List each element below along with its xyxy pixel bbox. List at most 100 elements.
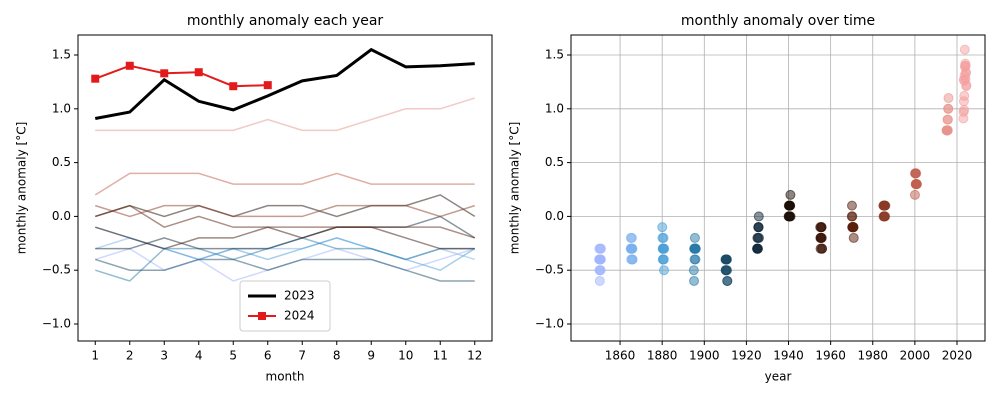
year-line [95, 204, 475, 218]
x-tick-label: 2000 [900, 349, 931, 363]
point [596, 243, 607, 254]
x-tick-label: 1940 [773, 349, 804, 363]
x-tick-label: 1 [91, 349, 99, 363]
point [594, 275, 605, 286]
highlight-line [94, 64, 268, 88]
point [816, 222, 827, 233]
y-tick-label: 0.5 [52, 155, 71, 169]
point [689, 232, 700, 243]
marker [160, 69, 169, 78]
point [816, 232, 827, 243]
y-tick-label: 0.5 [545, 155, 564, 169]
year-line [95, 215, 476, 250]
point [817, 243, 828, 254]
point [753, 211, 764, 222]
point [880, 200, 891, 211]
point [722, 275, 733, 286]
point [690, 254, 701, 265]
point [753, 222, 764, 233]
legend-label: 2024 [284, 309, 315, 323]
point [846, 200, 857, 211]
axes: 1860 1880 1900 1920 1940 1960 1980 2000 2020 −1.0… [508, 13, 986, 384]
point [961, 80, 972, 91]
point [959, 104, 970, 115]
y-tick-label: −1.0 [535, 317, 564, 331]
point [627, 243, 638, 254]
x-tick-label: 2 [126, 349, 134, 363]
point [690, 243, 701, 254]
y-tick-label: −0.5 [42, 263, 71, 277]
y-tick-label: 0.0 [52, 209, 71, 223]
marker [229, 82, 238, 91]
axes-frame [77, 34, 493, 342]
y-axis-label: monthly anomaly [°C] [15, 122, 29, 255]
point [943, 93, 954, 104]
x-axis-label: year [765, 370, 792, 384]
point [657, 222, 668, 233]
x-tick-label: 1900 [689, 349, 720, 363]
point [911, 179, 922, 190]
x-tick-label: 4 [195, 349, 203, 363]
point [959, 90, 970, 101]
highlight-line [94, 47, 475, 120]
year-line [95, 258, 475, 282]
y-tick-label: 1.0 [52, 101, 71, 115]
point [658, 232, 669, 243]
legend-marker [258, 312, 266, 320]
y-tick-label: 1.5 [545, 48, 564, 62]
point [722, 265, 733, 276]
point [595, 265, 606, 276]
legend: 2023 2024 [239, 280, 331, 332]
x-tick-label: 11 [433, 349, 448, 363]
point [847, 211, 858, 222]
x-tick-label: 7 [298, 349, 306, 363]
point [943, 103, 954, 114]
x-tick-label: 8 [333, 349, 341, 363]
point [658, 254, 669, 265]
point [785, 189, 796, 200]
point [961, 67, 972, 78]
x-tick-label: 6 [264, 349, 272, 363]
point [785, 200, 796, 211]
year-line [95, 226, 475, 250]
point [688, 265, 699, 276]
point [659, 265, 670, 276]
y-tick-label: 1.0 [545, 101, 564, 115]
marker [263, 81, 272, 90]
point [689, 275, 700, 286]
y-tick-label: 0.0 [545, 209, 564, 223]
x-tick-label: 1860 [605, 349, 636, 363]
chart-title: monthly anomaly over time [681, 13, 875, 29]
year-line [95, 97, 475, 132]
x-tick-label: 10 [398, 349, 413, 363]
marker [91, 74, 100, 83]
x-tick-label: 1920 [731, 349, 762, 363]
y-tick-label: −0.5 [535, 263, 564, 277]
year-line [95, 194, 476, 218]
point [785, 211, 796, 222]
point [880, 211, 891, 222]
point [721, 254, 732, 265]
year-line [95, 204, 475, 239]
x-tick-label: 2020 [942, 349, 973, 363]
axes: 1 2 3 4 5 6 7 8 9 10 11 12−1.0−0.50.00.51.01.5month… [15, 13, 493, 384]
point [659, 243, 670, 254]
x-tick-label: 1880 [647, 349, 678, 363]
point [848, 222, 859, 233]
chart-title: monthly anomaly each year [187, 13, 384, 29]
axes-frame [570, 34, 986, 342]
x-tick-label: 5 [229, 349, 237, 363]
point [753, 232, 764, 243]
x-tick-label: 3 [160, 349, 168, 363]
marker [125, 61, 134, 70]
legend-label: 2023 [284, 289, 315, 303]
marker [194, 68, 203, 77]
x-tick-label: 1980 [857, 349, 888, 363]
y-tick-label: 1.5 [52, 48, 71, 62]
x-tick-label: 12 [467, 349, 482, 363]
plot-area [594, 44, 972, 286]
x-tick-label: 9 [367, 349, 375, 363]
y-axis-label: monthly anomaly [°C] [508, 122, 522, 255]
year-line [94, 172, 475, 196]
